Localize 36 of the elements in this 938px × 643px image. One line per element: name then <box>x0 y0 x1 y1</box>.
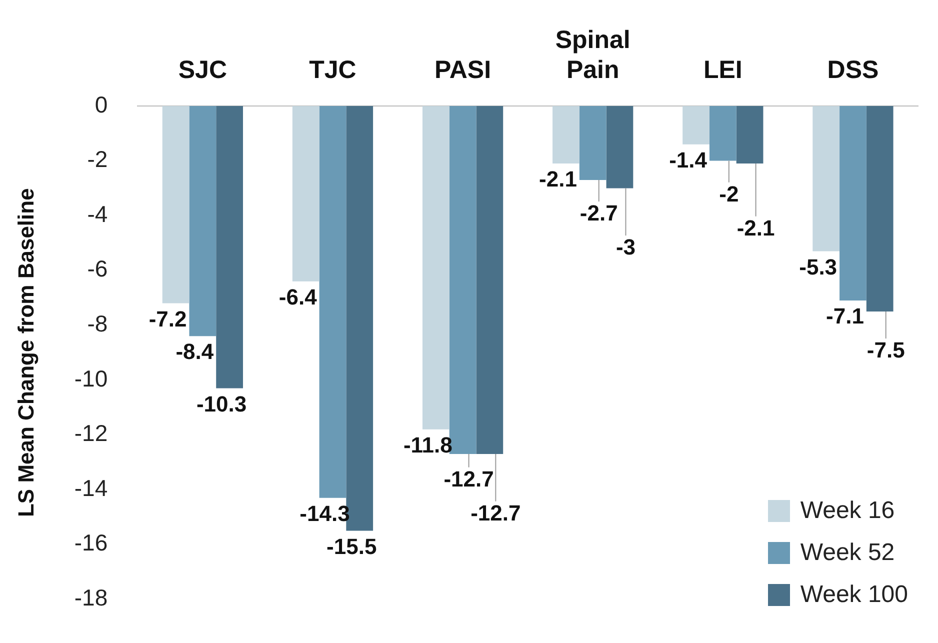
legend-label: Week 16 <box>800 497 895 525</box>
data-label: -10.3 <box>196 391 247 416</box>
data-label: -7.5 <box>866 338 905 363</box>
y-tick-label: 0 <box>94 91 108 118</box>
x-tick-label: PASI <box>434 56 492 84</box>
data-label: -1.4 <box>669 147 708 172</box>
y-tick-label: -4 <box>87 200 108 227</box>
data-label: -7.2 <box>148 306 187 332</box>
legend-label: Week 100 <box>800 581 908 609</box>
data-label: -6.4 <box>278 284 318 310</box>
data-label: -2.1 <box>539 166 577 192</box>
y-axis-title: LS Mean Change from Baseline <box>13 188 38 518</box>
y-tick-label: -8 <box>87 310 108 337</box>
x-tick-label: TJC <box>309 56 356 84</box>
x-tick-label: LEI <box>703 56 742 84</box>
data-label: -5.3 <box>799 254 838 280</box>
x-tick-label: DSS <box>827 56 879 84</box>
y-tick-label: -18 <box>74 584 108 611</box>
data-label: -2.1 <box>736 215 775 240</box>
data-label: -12.7 <box>444 466 494 492</box>
x-tick-label: SJC <box>178 56 227 84</box>
data-label: -2 <box>719 181 739 206</box>
x-tick-label: Spinal Pain <box>555 26 630 84</box>
data-label: -8.4 <box>176 339 214 364</box>
y-tick-label: -2 <box>87 146 108 172</box>
y-tick-label: -14 <box>74 474 108 501</box>
legend-label: Week 52 <box>800 539 895 567</box>
data-label: -3 <box>616 234 636 260</box>
y-tick-label: -10 <box>74 365 108 392</box>
y-tick-label: -12 <box>74 420 108 446</box>
data-label: -12.7 <box>470 500 521 526</box>
y-tick-label: -6 <box>87 256 108 282</box>
y-tick-label: -16 <box>74 530 108 556</box>
data-label: -15.5 <box>326 534 377 559</box>
data-label: -7.1 <box>826 304 864 329</box>
data-label: -2.7 <box>580 200 618 226</box>
